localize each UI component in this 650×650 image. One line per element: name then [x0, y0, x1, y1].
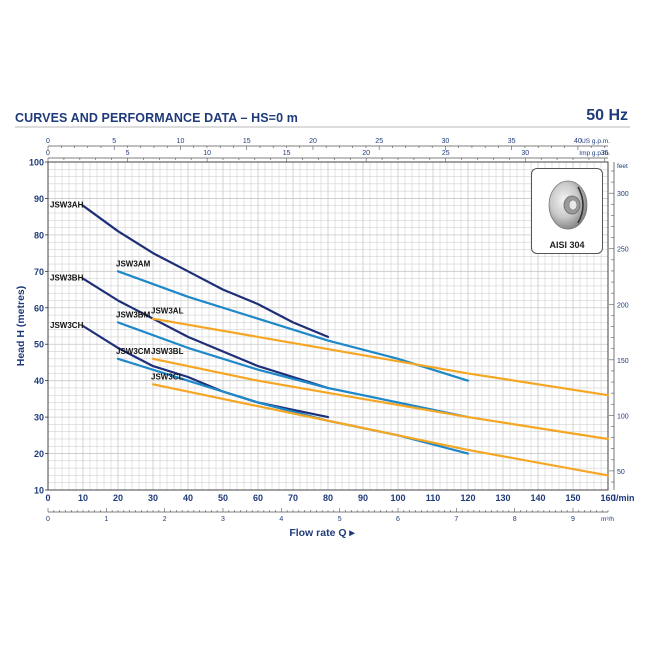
imp-gpm-tick-label: 5: [126, 150, 130, 157]
x-tick-label: 150: [565, 493, 580, 503]
series-line-jsw3bm: [116, 321, 470, 419]
x-tick-label: 0: [45, 493, 50, 503]
imp-gpm-tick-label: 20: [362, 150, 370, 157]
x-tick-label: 90: [358, 493, 368, 503]
x-tick-label: 30: [148, 493, 158, 503]
material-inset: AISI 304: [531, 168, 603, 254]
m3h-tick-label: 5: [338, 516, 342, 523]
y-tick-label: 50: [34, 340, 44, 350]
inset-label: AISI 304: [549, 240, 585, 250]
m3h-tick-label: 7: [454, 516, 458, 523]
us-gpm-tick-label: 20: [309, 138, 317, 145]
x-tick-label: 140: [530, 493, 545, 503]
us-gpm-tick-label: 5: [112, 138, 116, 145]
imp-gpm-tick-label: 15: [283, 150, 291, 157]
us-gpm-tick-label: 30: [442, 138, 450, 145]
us-gpm-tick-label: 0: [46, 138, 50, 145]
m3h-unit-label: m³/h: [601, 516, 614, 523]
imp-gpm-tick-label: 30: [521, 150, 529, 157]
us-gpm-tick-label: 25: [375, 138, 383, 145]
grid: [47, 161, 609, 491]
x-tick-label: 130: [495, 493, 510, 503]
us-gpm-unit-label: US g.p.m.: [581, 138, 610, 145]
y-axis-label: Head H (metres): [15, 286, 27, 367]
feet-tick-label: 250: [617, 247, 629, 254]
feet-unit-label: feet: [617, 163, 628, 170]
feet-tick-label: 100: [617, 413, 629, 420]
x-tick-label: 10: [78, 493, 88, 503]
x-tick-label: 50: [218, 493, 228, 503]
m3h-tick-label: 9: [571, 516, 575, 523]
page-title: CURVES AND PERFORMANCE DATA – HS=0 m: [15, 111, 298, 125]
series-label-jsw3am: JSW3AM: [116, 259, 151, 268]
series-label-jsw3bm: JSW3BM: [116, 310, 151, 319]
x-tick-label: 20: [113, 493, 123, 503]
m3h-tick-label: 4: [279, 516, 283, 523]
x-tick-label: 110: [426, 493, 441, 503]
imp-gpm-tick-label: 25: [442, 150, 450, 157]
plot-frame: [47, 161, 609, 491]
m3h-tick-label: 6: [396, 516, 400, 523]
us-gpm-tick-label: 15: [243, 138, 251, 145]
y-tick-label: 90: [34, 194, 44, 204]
x-tick-label: 60: [253, 493, 263, 503]
series-labels: JSW3AHJSW3BHJSW3CHJSW3AMJSW3BMJSW3CMJSW3…: [50, 201, 184, 382]
x-tick-label: 40: [183, 493, 193, 503]
us-gpm-tick-label: 35: [508, 138, 516, 145]
feet-tick-label: 150: [617, 358, 629, 365]
series-line-jsw3al: [151, 317, 610, 397]
m3h-tick-label: 3: [221, 516, 225, 523]
feet-tick-label: 50: [617, 469, 625, 476]
x-tick-label: 70: [288, 493, 298, 503]
series-label-jsw3cl: JSW3CL: [151, 372, 184, 381]
series-group: [81, 204, 610, 477]
imp-gpm-tick-label: 0: [46, 150, 50, 157]
m3h-tick-label: 2: [163, 516, 167, 523]
feet-tick-label: 200: [617, 302, 629, 309]
m3h-tick-label: 1: [104, 516, 108, 523]
impeller-icon: [548, 180, 588, 230]
x-tick-label: 120: [460, 493, 475, 503]
m3h-tick-label: 0: [46, 516, 50, 523]
frequency-label: 50 Hz: [586, 107, 628, 124]
series-label-jsw3ch: JSW3CH: [50, 321, 84, 330]
y-tick-label: 10: [34, 486, 44, 496]
x-tick-label: 160: [600, 493, 615, 503]
series-label-jsw3cm: JSW3CM: [116, 347, 151, 356]
x-tick-label: 80: [323, 493, 333, 503]
feet-tick-label: 300: [617, 191, 629, 198]
series-label-jsw3al: JSW3AL: [151, 307, 184, 316]
imp-gpm-tick-label: 35: [601, 150, 609, 157]
x-unit-label: l/min: [613, 493, 634, 503]
x-axis-label: Flow rate Q ▸: [289, 527, 355, 539]
y-tick-label: 60: [34, 303, 44, 313]
x-tick-label: 100: [390, 493, 405, 503]
y-tick-label: 100: [29, 158, 44, 168]
m3h-tick-label: 8: [513, 516, 517, 523]
y-tick-label: 20: [34, 449, 44, 459]
series-label-jsw3bl: JSW3BL: [151, 347, 184, 356]
series-line-jsw3bh: [81, 277, 330, 390]
y-tick-label: 40: [34, 376, 44, 386]
us-gpm-tick-label: 10: [177, 138, 185, 145]
y-tick-label: 80: [34, 230, 44, 240]
y-tick-label: 70: [34, 267, 44, 277]
series-label-jsw3ah: JSW3AH: [50, 201, 84, 210]
series-line-jsw3ch: [81, 324, 330, 419]
series-line-jsw3cl: [151, 383, 610, 477]
series-line-jsw3ah: [81, 204, 330, 338]
series-line-jsw3bl: [151, 357, 610, 441]
us-gpm-tick-label: 40: [574, 138, 582, 145]
series-label-jsw3bh: JSW3BH: [50, 274, 84, 283]
imp-gpm-unit-label: Imp g.p.m.: [579, 150, 610, 157]
imp-gpm-tick-label: 10: [203, 150, 211, 157]
y-tick-label: 30: [34, 413, 44, 423]
